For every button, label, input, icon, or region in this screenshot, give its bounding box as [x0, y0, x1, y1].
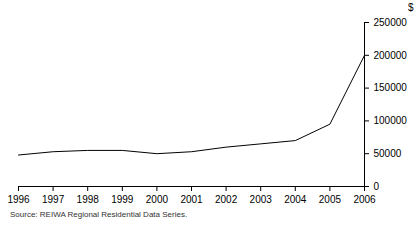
svg-text:0: 0: [374, 181, 380, 192]
svg-text:50000: 50000: [374, 148, 402, 159]
svg-text:100000: 100000: [374, 115, 408, 126]
svg-text:1998: 1998: [77, 194, 100, 205]
svg-text:150000: 150000: [374, 82, 408, 93]
svg-text:1996: 1996: [7, 194, 30, 205]
svg-text:250000: 250000: [374, 17, 408, 28]
svg-text:$: $: [408, 2, 414, 13]
svg-text:2003: 2003: [250, 194, 273, 205]
svg-text:2006: 2006: [353, 194, 376, 205]
svg-text:1999: 1999: [111, 194, 134, 205]
svg-text:2005: 2005: [319, 194, 342, 205]
svg-text:2002: 2002: [215, 194, 238, 205]
svg-text:200000: 200000: [374, 50, 408, 61]
svg-text:1997: 1997: [42, 194, 65, 205]
svg-text:2004: 2004: [284, 194, 307, 205]
svg-text:2000: 2000: [146, 194, 169, 205]
svg-text:2001: 2001: [180, 194, 203, 205]
html-text:Source: REIWA Regional Residen: Source: REIWA Regional Residential Data …: [10, 210, 188, 219]
